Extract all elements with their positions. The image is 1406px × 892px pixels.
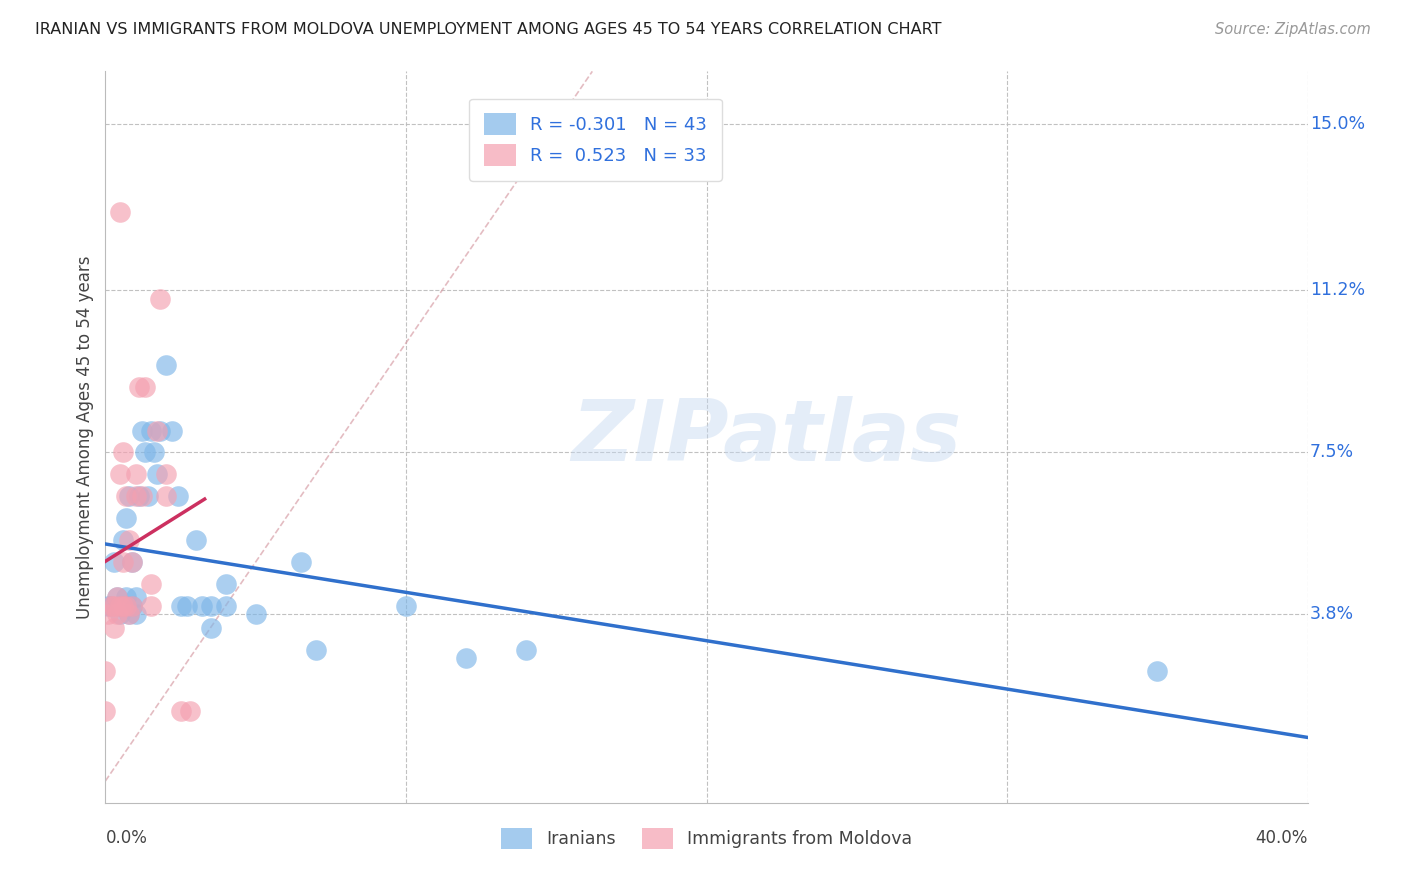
- Point: [110, 204, 132, 219]
- Point: [134, 445, 156, 459]
- Point: [107, 607, 129, 622]
- Point: [128, 489, 150, 503]
- Point: [124, 607, 146, 622]
- Point: [100, 599, 122, 613]
- Point: [118, 607, 141, 622]
- Point: [121, 599, 143, 613]
- Point: [112, 599, 135, 613]
- Point: [115, 489, 138, 503]
- Point: [131, 489, 153, 503]
- Point: [115, 511, 138, 525]
- Point: [118, 607, 141, 622]
- Point: [190, 599, 212, 613]
- Point: [103, 555, 125, 569]
- Point: [184, 533, 207, 547]
- Point: [110, 599, 132, 613]
- Point: [115, 599, 138, 613]
- Point: [155, 489, 177, 503]
- Point: [155, 358, 177, 372]
- Point: [245, 607, 267, 622]
- Text: 0.0%: 0.0%: [105, 829, 148, 847]
- Point: [166, 489, 188, 503]
- Point: [145, 467, 167, 482]
- Text: 40.0%: 40.0%: [1256, 829, 1308, 847]
- Text: 7.5%: 7.5%: [1310, 443, 1354, 461]
- Point: [139, 576, 162, 591]
- Text: IRANIAN VS IMMIGRANTS FROM MOLDOVA UNEMPLOYMENT AMONG AGES 45 TO 54 YEARS CORREL: IRANIAN VS IMMIGRANTS FROM MOLDOVA UNEMP…: [35, 22, 942, 37]
- Legend: Iranians, Immigrants from Moldova: Iranians, Immigrants from Moldova: [494, 822, 920, 856]
- Point: [1146, 665, 1168, 679]
- Text: 11.2%: 11.2%: [1310, 281, 1365, 300]
- Point: [169, 704, 191, 718]
- Point: [124, 467, 146, 482]
- Point: [134, 380, 156, 394]
- Point: [179, 704, 201, 718]
- Point: [515, 642, 537, 657]
- Point: [107, 590, 129, 604]
- Point: [110, 599, 132, 613]
- Text: 15.0%: 15.0%: [1310, 115, 1365, 133]
- Point: [139, 424, 162, 438]
- Point: [121, 555, 143, 569]
- Y-axis label: Unemployment Among Ages 45 to 54 years: Unemployment Among Ages 45 to 54 years: [76, 255, 94, 619]
- Point: [142, 445, 165, 459]
- Point: [112, 599, 135, 613]
- Point: [97, 607, 120, 622]
- Point: [118, 533, 141, 547]
- Text: 3.8%: 3.8%: [1310, 606, 1354, 624]
- Point: [155, 467, 177, 482]
- Point: [148, 424, 170, 438]
- Point: [145, 424, 167, 438]
- Point: [94, 704, 117, 718]
- Point: [200, 599, 222, 613]
- Point: [112, 533, 135, 547]
- Point: [124, 590, 146, 604]
- Point: [160, 424, 183, 438]
- Point: [131, 424, 153, 438]
- Point: [148, 292, 170, 306]
- Point: [107, 590, 129, 604]
- Point: [136, 489, 159, 503]
- Point: [169, 599, 191, 613]
- Point: [103, 599, 125, 613]
- Point: [128, 380, 150, 394]
- Point: [176, 599, 198, 613]
- Point: [110, 607, 132, 622]
- Point: [200, 621, 222, 635]
- Point: [454, 651, 477, 665]
- Point: [112, 445, 135, 459]
- Point: [139, 599, 162, 613]
- Point: [290, 555, 312, 569]
- Point: [121, 555, 143, 569]
- Point: [124, 489, 146, 503]
- Point: [94, 665, 117, 679]
- Point: [118, 489, 141, 503]
- Point: [97, 599, 120, 613]
- Point: [115, 590, 138, 604]
- Point: [121, 599, 143, 613]
- Point: [214, 599, 236, 613]
- Text: ZIPatlas: ZIPatlas: [571, 395, 962, 479]
- Point: [100, 599, 122, 613]
- Point: [110, 467, 132, 482]
- Point: [115, 599, 138, 613]
- Point: [112, 555, 135, 569]
- Text: Source: ZipAtlas.com: Source: ZipAtlas.com: [1215, 22, 1371, 37]
- Point: [103, 621, 125, 635]
- Point: [305, 642, 328, 657]
- Point: [214, 576, 236, 591]
- Point: [395, 599, 418, 613]
